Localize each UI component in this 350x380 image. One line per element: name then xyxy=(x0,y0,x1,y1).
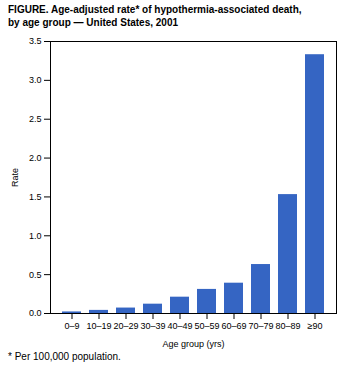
svg-text:10–19: 10–19 xyxy=(86,321,111,331)
svg-text:1.0: 1.0 xyxy=(29,231,42,241)
svg-text:≥90: ≥90 xyxy=(308,321,323,331)
svg-text:3.0: 3.0 xyxy=(29,75,42,85)
svg-text:2.0: 2.0 xyxy=(29,153,42,163)
svg-text:80–89: 80–89 xyxy=(275,321,300,331)
svg-text:0.5: 0.5 xyxy=(29,270,42,280)
html-text:FIGURE. Age-adjusted rate* of: FIGURE. Age-adjusted rate* of hypothermi… xyxy=(8,4,302,28)
svg-text:Age group (yrs): Age group (yrs) xyxy=(162,339,224,349)
svg-text:1.5: 1.5 xyxy=(29,192,42,202)
svg-text:3.5: 3.5 xyxy=(29,36,42,46)
svg-text:70–79: 70–79 xyxy=(248,321,273,331)
svg-text:20–29: 20–29 xyxy=(113,321,138,331)
svg-text:Rate: Rate xyxy=(10,168,20,187)
svg-text:40–49: 40–49 xyxy=(167,321,192,331)
svg-text:2.5: 2.5 xyxy=(29,114,42,124)
svg-text:60–69: 60–69 xyxy=(221,321,246,331)
svg-text:0–9: 0–9 xyxy=(64,321,79,331)
svg-text:30–39: 30–39 xyxy=(140,321,165,331)
html-text:* Per 100,000 population.: * Per 100,000 population. xyxy=(8,351,121,362)
svg-text:50–59: 50–59 xyxy=(194,321,219,331)
svg-text:0.0: 0.0 xyxy=(29,308,42,318)
